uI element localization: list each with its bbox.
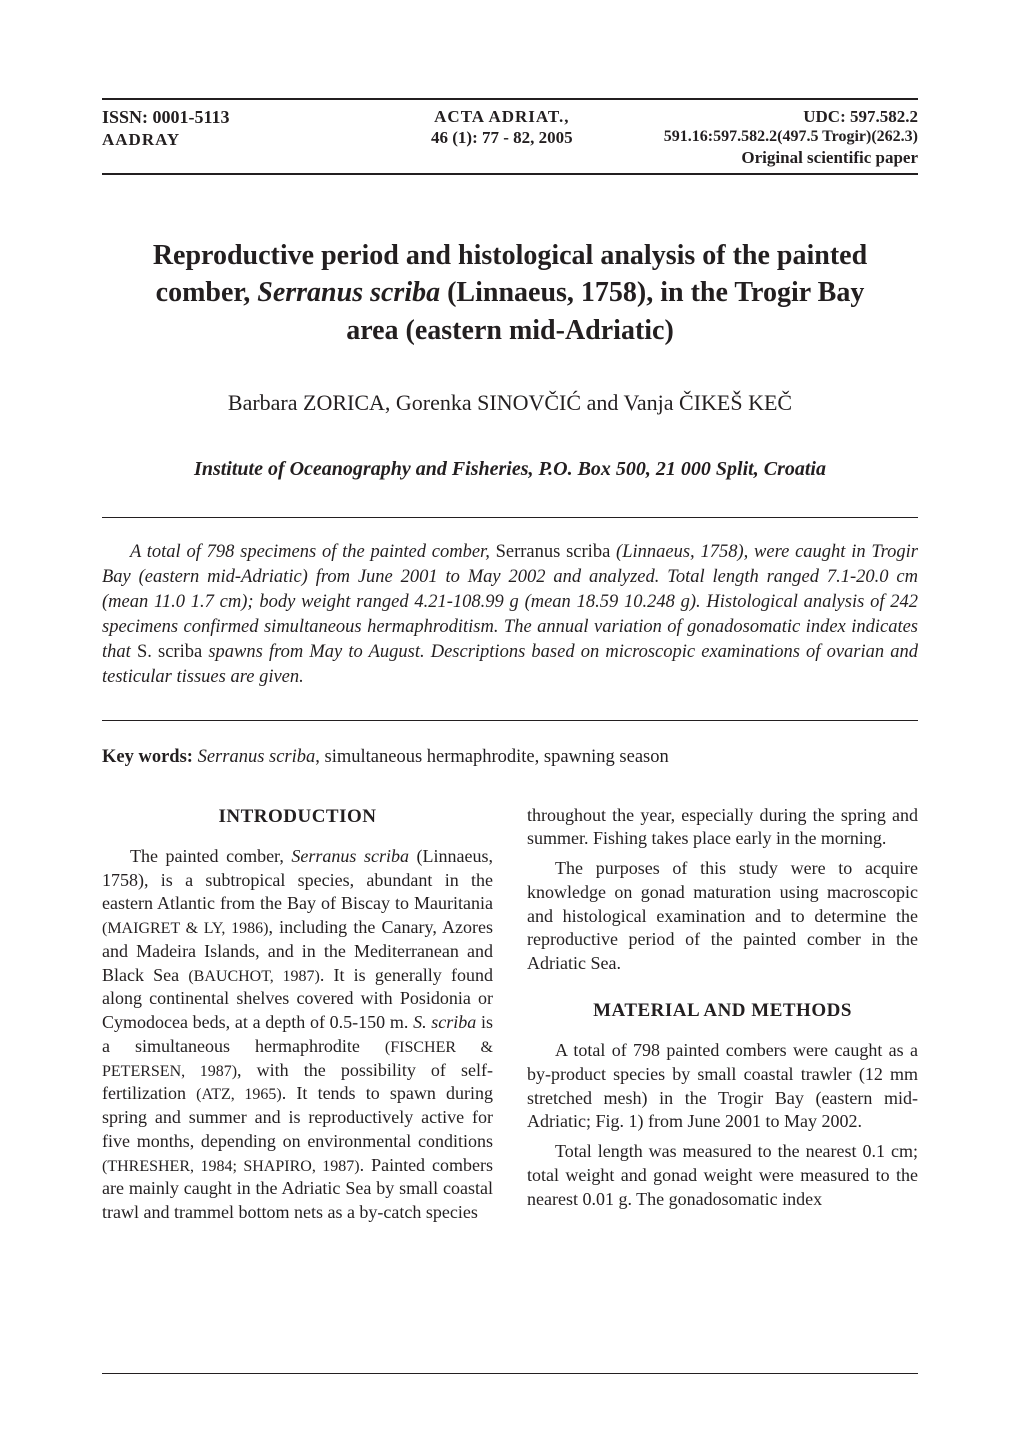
author-1-given: Barbara xyxy=(228,390,303,415)
issue: 46 (1): 77 - 82, 2005 xyxy=(363,127,640,148)
keywords-label: Key words: xyxy=(102,747,193,767)
title-line-1: Reproductive period and histological ana… xyxy=(153,240,867,271)
author-3-family: ČIKEŠ KEČ xyxy=(679,390,792,415)
keywords: Key words: Serranus scriba, simultaneous… xyxy=(102,747,918,768)
journal-header: ISSN: 0001-5113 AADRAY ACTA ADRIAT., 46 … xyxy=(102,98,918,175)
rule-page-bottom xyxy=(102,1373,918,1374)
abstract: A total of 798 specimens of the painted … xyxy=(102,540,918,690)
methods-p2: Total length was measured to the nearest… xyxy=(527,1140,918,1211)
classification: 591.16:597.582.2(497.5 Trogir)(262.3) xyxy=(641,127,918,147)
rule-above-abstract xyxy=(102,517,918,518)
intro-species-2: S. scriba xyxy=(413,1012,476,1032)
keywords-rest: , simultaneous hermaphrodite, spawning s… xyxy=(315,747,669,767)
paper-title: Reproductive period and histological ana… xyxy=(132,237,888,350)
journal-code: AADRAY xyxy=(102,129,363,150)
abstract-t1: A total of 798 specimens of the painted … xyxy=(130,542,496,562)
author-sep-1: , xyxy=(385,390,396,415)
intro-ref-2: (BAUCHOT, 1987) xyxy=(188,968,319,985)
affiliation: Institute of Oceanography and Fisheries,… xyxy=(102,458,918,481)
title-line-2-pre: comber, xyxy=(156,277,258,308)
body-columns: INTRODUCTION The painted comber, Serranu… xyxy=(102,804,918,1231)
title-line-2-post: (Linnaeus, 1758), in the Trogir Bay xyxy=(440,277,864,308)
title-species: Serranus scriba xyxy=(257,277,440,308)
methods-p1: A total of 798 painted combers were caug… xyxy=(527,1039,918,1134)
left-column: INTRODUCTION The painted comber, Serranu… xyxy=(102,804,493,1231)
journal-name: ACTA ADRIAT., xyxy=(363,106,640,127)
author-3-given: Vanja xyxy=(623,390,679,415)
author-2-family: SINOVČIĆ xyxy=(477,390,581,415)
paper-type: Original scientific paper xyxy=(641,147,918,168)
title-line-3: area (eastern mid-Adriatic) xyxy=(346,315,674,346)
abstract-t5: spawns from May to August. Descriptions … xyxy=(102,642,918,687)
intro-ref-4: (ATZ, 1965) xyxy=(196,1086,282,1103)
intro-ref-5: (THRESHER, 1984; SHAPIRO, 1987) xyxy=(102,1158,360,1175)
section-methods: MATERIAL AND METHODS xyxy=(527,998,918,1023)
issn: ISSN: 0001-5113 xyxy=(102,106,363,129)
intro-continued-1: throughout the year, especially during t… xyxy=(527,804,918,852)
abstract-species-2: S. scriba xyxy=(137,642,202,662)
author-1-family: ZORICA xyxy=(303,390,385,415)
authors: Barbara ZORICA, Gorenka SINOVČIĆ and Van… xyxy=(102,390,918,416)
rule-below-abstract xyxy=(102,720,918,721)
right-column: throughout the year, especially during t… xyxy=(527,804,918,1231)
intro-species-1: Serranus scriba xyxy=(291,846,409,866)
intro-a: The painted comber, xyxy=(130,846,291,866)
author-sep-2: and xyxy=(581,390,623,415)
udc: UDC: 597.582.2 xyxy=(641,106,918,127)
keywords-species: Serranus scriba xyxy=(193,747,315,767)
abstract-species-1: Serranus scriba xyxy=(496,542,611,562)
intro-ref-1: (MAIGRET & LY, 1986) xyxy=(102,920,268,937)
intro-continued-2: The purposes of this study were to acqui… xyxy=(527,857,918,976)
intro-paragraph: The painted comber, Serranus scriba (Lin… xyxy=(102,845,493,1225)
author-2-given: Gorenka xyxy=(396,390,477,415)
section-introduction: INTRODUCTION xyxy=(102,804,493,829)
